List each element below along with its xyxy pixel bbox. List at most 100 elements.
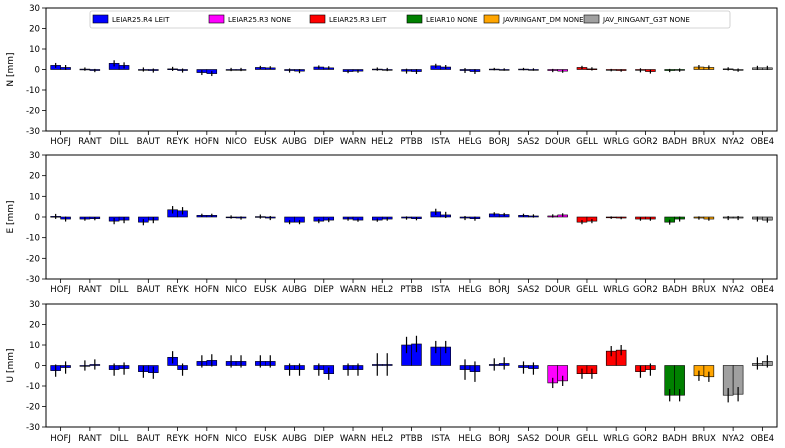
- y-tick-label: -20: [26, 107, 40, 117]
- y-axis-label: E [mm]: [6, 200, 16, 233]
- x-tick-label: NICO: [225, 285, 247, 295]
- x-tick-label: BRUX: [692, 285, 716, 295]
- x-tick-label: BORJ: [489, 434, 510, 444]
- y-tick-label: -10: [26, 234, 40, 244]
- x-tick-label: DOUR: [545, 434, 571, 444]
- y-tick-label: 20: [29, 172, 40, 182]
- y-tick-label: 30: [29, 300, 40, 310]
- legend-swatch: [406, 14, 423, 24]
- x-tick-label: GELL: [576, 137, 598, 147]
- y-tick-label: 0: [35, 362, 40, 372]
- x-tick-label: WRLG: [603, 285, 629, 295]
- legend-swatch: [483, 14, 500, 24]
- x-tick-label: WARN: [340, 137, 366, 147]
- y-tick-label: -30: [26, 275, 40, 285]
- y-axis-label: U [mm]: [6, 348, 16, 382]
- x-tick-label: GOR2: [633, 434, 658, 444]
- x-tick-label: HELG: [458, 137, 481, 147]
- x-tick-label: BADH: [662, 137, 687, 147]
- x-tick-label: RANT: [78, 285, 102, 295]
- y-tick-label: 10: [29, 45, 40, 55]
- y-tick-label: -20: [26, 254, 40, 264]
- x-tick-label: OBE4: [751, 285, 775, 295]
- x-tick-label: DILL: [110, 137, 129, 147]
- x-tick-label: GELL: [576, 285, 598, 295]
- legend-label: LEIAR25.R3 LEIT: [329, 16, 387, 24]
- y-tick-label: 30: [29, 151, 40, 161]
- x-tick-label: NYA2: [722, 137, 744, 147]
- x-tick-label: PTBB: [400, 434, 422, 444]
- y-tick-label: -10: [26, 382, 40, 392]
- legend-label: LEIAR25.R4 LEIT: [112, 16, 170, 24]
- legend-swatch: [92, 14, 109, 24]
- panel-e: 30 20 10 0 -10 -20 -30 E [mm] HOFJ RANT DILL BAUT RE…: [6, 151, 778, 295]
- x-tick-label: BADH: [662, 434, 687, 444]
- y-tick-label: -30: [26, 127, 40, 137]
- legend-swatch: [309, 14, 326, 24]
- x-tick-label: RANT: [78, 434, 102, 444]
- y-tick-label: -20: [26, 403, 40, 413]
- y-tick-label: 0: [35, 66, 40, 76]
- x-tick-label: BRUX: [692, 434, 716, 444]
- x-tick-label: PTBB: [400, 137, 422, 147]
- x-tick-label: SAS2: [517, 434, 539, 444]
- x-tick-label: HEL2: [371, 285, 393, 295]
- y-tick-label: -10: [26, 86, 40, 96]
- x-tick-label: PTBB: [400, 285, 422, 295]
- x-tick-label: AUBG: [282, 285, 307, 295]
- x-tick-label: HOFN: [195, 434, 220, 444]
- x-tick-label: REYK: [166, 137, 189, 147]
- panel-n: 30 20 10 0 -10 -20 -30 N [mm] HOFJ RANT DILL BAUT RE…: [6, 4, 778, 147]
- x-tick-label: SAS2: [517, 137, 539, 147]
- x-tick-label: BORJ: [489, 137, 510, 147]
- x-tick-label: WRLG: [603, 434, 629, 444]
- y-tick-label: 20: [29, 25, 40, 35]
- x-tick-label: WRLG: [603, 137, 629, 147]
- x-tick-label: HOFN: [195, 137, 220, 147]
- x-tick-label: REYK: [166, 285, 189, 295]
- x-tick-label: SAS2: [517, 285, 539, 295]
- legend-label: JAVRINGANT_DM NONE: [502, 16, 584, 24]
- x-tick-label: HELG: [458, 434, 481, 444]
- y-axis-label: N [mm]: [6, 52, 16, 86]
- x-tick-label: REYK: [166, 434, 189, 444]
- x-tick-label: DOUR: [545, 285, 571, 295]
- legend-label: JAV_RINGANT_G3T NONE: [602, 16, 690, 24]
- y-tick-label: 10: [29, 341, 40, 351]
- y-tick-label: 20: [29, 321, 40, 331]
- y-tick-label: 0: [35, 213, 40, 223]
- x-tick-label: HOFJ: [50, 137, 71, 147]
- x-tick-label: EUSK: [254, 137, 277, 147]
- x-tick-label: ISTA: [432, 434, 451, 444]
- legend-swatch: [583, 14, 600, 24]
- x-tick-label: HELG: [458, 285, 481, 295]
- x-tick-label: BRUX: [692, 137, 716, 147]
- y-tick-label: -30: [26, 423, 40, 433]
- x-tick-label: BORJ: [489, 285, 510, 295]
- legend-swatch: [208, 14, 225, 24]
- legend-label: LEIAR25.R3 NONE: [228, 16, 291, 24]
- x-tick-label: EUSK: [254, 285, 277, 295]
- x-tick-label: DOUR: [545, 137, 571, 147]
- x-tick-label: BAUT: [137, 137, 161, 147]
- y-tick-label: 30: [29, 4, 40, 14]
- x-tick-label: NICO: [225, 137, 247, 147]
- x-tick-label: BAUT: [137, 285, 161, 295]
- x-tick-label: GELL: [576, 434, 598, 444]
- x-tick-label: DILL: [110, 434, 129, 444]
- x-tick-label: OBE4: [751, 434, 775, 444]
- x-tick-label: WARN: [340, 434, 366, 444]
- x-tick-label: DIEP: [314, 434, 334, 444]
- panel-u: 30 20 10 0 -10 -20 -30 U [mm] HOFJ RANT DILL BAUT RE…: [6, 300, 778, 444]
- x-tick-label: HOFN: [195, 285, 220, 295]
- y-tick-label: 10: [29, 192, 40, 202]
- x-tick-label: BAUT: [137, 434, 161, 444]
- x-tick-label: NICO: [225, 434, 247, 444]
- x-tick-label: HOFJ: [50, 285, 71, 295]
- x-tick-label: DIEP: [314, 285, 334, 295]
- x-tick-label: AUBG: [282, 434, 307, 444]
- x-tick-label: HEL2: [371, 434, 393, 444]
- x-tick-label: GOR2: [633, 137, 658, 147]
- x-tick-label: WARN: [340, 285, 366, 295]
